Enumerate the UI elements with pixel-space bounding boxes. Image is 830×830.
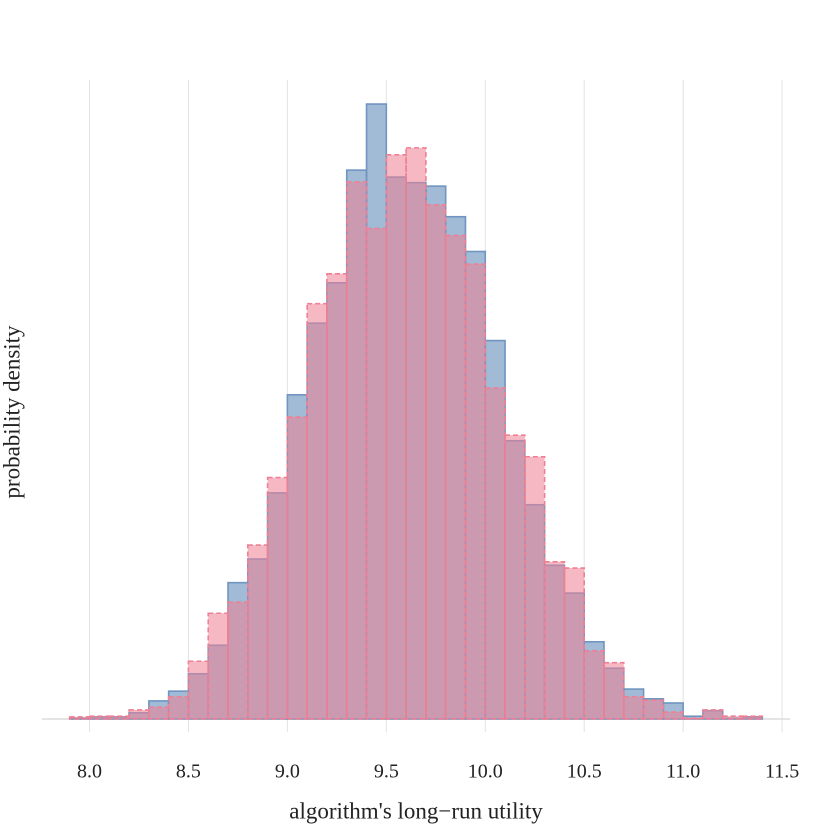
x-tick-label: 10.0 bbox=[468, 761, 503, 783]
y-axis-label: probability density bbox=[0, 325, 24, 499]
histogram-bar bbox=[88, 715, 111, 720]
histogram-bar bbox=[662, 711, 684, 720]
histogram-bar bbox=[326, 272, 348, 720]
histogram-bar bbox=[405, 147, 427, 720]
histogram-bar bbox=[246, 544, 269, 720]
x-axis-label: algorithm's long−run utility bbox=[289, 798, 543, 823]
histogram-bar bbox=[464, 263, 487, 720]
x-tick-label: 11.5 bbox=[765, 761, 799, 783]
histogram-bar bbox=[642, 699, 665, 720]
histogram-bar bbox=[622, 695, 645, 720]
histogram-bar bbox=[167, 695, 190, 720]
histogram-bar bbox=[365, 227, 388, 720]
histogram-bar bbox=[702, 709, 724, 720]
histogram-bar bbox=[108, 715, 130, 720]
histogram-bar bbox=[425, 204, 447, 720]
histogram-bar bbox=[444, 234, 467, 720]
histogram-bar bbox=[345, 181, 368, 720]
histogram-bar bbox=[682, 717, 704, 720]
histogram-bar bbox=[583, 650, 605, 720]
histogram-bar bbox=[563, 567, 586, 720]
histogram-bar bbox=[306, 302, 328, 720]
x-tick-label: 9.0 bbox=[275, 761, 300, 783]
histogram-bar bbox=[543, 560, 566, 720]
histogram-bar bbox=[721, 715, 744, 720]
histogram-bar bbox=[148, 706, 170, 720]
histogram-bar bbox=[207, 612, 229, 720]
histogram-bar bbox=[68, 716, 91, 720]
histogram-bar bbox=[266, 476, 289, 720]
x-tick-label: 9.5 bbox=[374, 761, 399, 783]
histogram-bar bbox=[603, 661, 625, 720]
histogram-bar bbox=[741, 715, 764, 720]
histogram-bar bbox=[187, 660, 210, 720]
histogram-bar bbox=[227, 601, 249, 720]
x-tick-label: 8.0 bbox=[77, 761, 102, 783]
histogram-bar bbox=[286, 416, 308, 720]
histogram-bar bbox=[385, 154, 407, 720]
histogram-bar bbox=[524, 455, 546, 720]
x-tick-label: 11.0 bbox=[666, 761, 700, 783]
histogram-bar bbox=[484, 387, 506, 720]
histogram-bar bbox=[504, 434, 526, 720]
x-tick-label: 10.5 bbox=[567, 761, 602, 783]
histogram-bar bbox=[128, 709, 150, 720]
x-tick-label: 8.5 bbox=[176, 761, 201, 783]
